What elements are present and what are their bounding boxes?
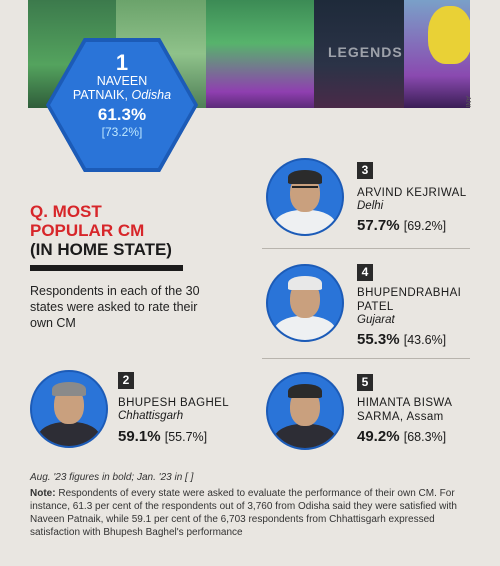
question-line-3: (IN HOME STATE): [30, 240, 172, 259]
question-title: Q. MOST POPULAR CM (IN HOME STATE): [30, 202, 190, 259]
avatar-baghel: [30, 370, 108, 448]
figures-legend: Aug. '23 figures in bold; Jan. '23 in [ …: [30, 472, 194, 483]
avatar-sarma: [266, 372, 344, 450]
cm-aug-pct: 57.7%: [357, 217, 400, 234]
cm-aug-pct: 59.1%: [118, 428, 161, 445]
cm-name: ARVIND KEJRIWAL: [357, 187, 467, 199]
note-text: Respondents of every state were asked to…: [30, 488, 457, 538]
question-description: Respondents in each of the 30 states wer…: [30, 284, 200, 330]
cm-name: HIMANTA BISWA: [357, 397, 453, 409]
cm-jan-pct: [43.6%]: [403, 333, 447, 347]
cm-jan-pct: [69.2%]: [403, 219, 447, 233]
headline-rule: [30, 265, 183, 271]
photo-credit: ANI: [464, 96, 471, 108]
cm-state: Gujarat: [357, 314, 395, 326]
top-cm-aug-pct: 61.3%: [97, 105, 147, 124]
question-line-1: Q. MOST: [30, 202, 102, 221]
cm-aug-pct: 49.2%: [357, 428, 400, 445]
top-cm-surname: PATNAIK,: [72, 88, 128, 102]
cm-score: 55.3% [43.6%]: [357, 331, 446, 349]
rank-badge: 4: [357, 264, 373, 281]
question-line-2: POPULAR CM: [30, 221, 145, 240]
top-cm-hexagon: 1 NAVEEN PATNAIK, Odisha 61.3% [73.2%]: [46, 38, 198, 172]
rank-badge: 2: [118, 372, 134, 389]
top-cm-jan-pct: [73.2%]: [101, 125, 143, 139]
avatar-kejriwal: [266, 158, 344, 236]
top-cm-state: Odisha: [131, 88, 172, 102]
cm-name: BHUPESH BAGHEL: [118, 397, 230, 409]
cm-score: 57.7% [69.2%]: [357, 217, 446, 235]
mascot-figure: [428, 6, 470, 64]
cm-state: Assam: [406, 411, 444, 423]
cm-state: Chhattisgarh: [118, 410, 184, 422]
cm-name-line-2: PATEL: [357, 301, 394, 313]
cm-name: BHUPENDRABHAI: [357, 287, 462, 299]
cm-score: 59.1% [55.7%]: [118, 428, 207, 446]
note-label: Note:: [30, 488, 56, 499]
divider: [262, 248, 470, 249]
cm-name-line-2: SARMA,: [357, 411, 404, 423]
cover-photo: LEGENDS: [28, 0, 470, 108]
avatar-patel: [266, 264, 344, 342]
cm-aug-pct: 55.3%: [357, 331, 400, 348]
divider: [262, 358, 470, 359]
top-cm-name: NAVEEN: [96, 74, 148, 88]
rank-badge: 5: [357, 374, 373, 391]
footnote: Note: Respondents of every state were as…: [30, 487, 472, 539]
rank-badge: 3: [357, 162, 373, 179]
cm-jan-pct: [68.3%]: [403, 430, 447, 444]
photo-watermark: LEGENDS: [328, 44, 403, 60]
top-cm-rank: 1: [115, 50, 129, 75]
cm-jan-pct: [55.7%]: [164, 430, 208, 444]
cm-score: 49.2% [68.3%]: [357, 428, 446, 446]
cm-state: Delhi: [357, 200, 384, 212]
